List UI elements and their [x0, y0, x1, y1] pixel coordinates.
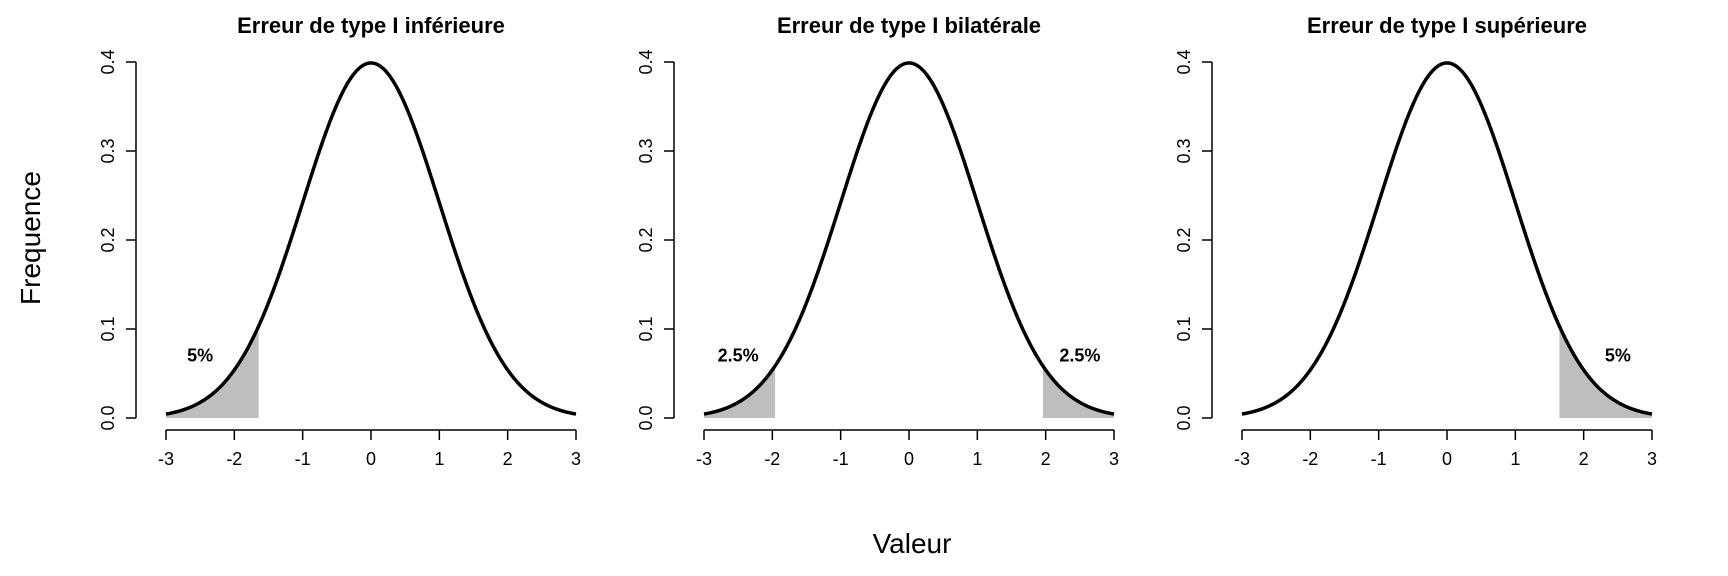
x-tick-label: -3 — [696, 449, 712, 469]
x-tick-label: -2 — [764, 449, 780, 469]
panel-title: Erreur de type I inférieure — [237, 13, 505, 38]
panel-1: Erreur de type I inférieure -3 -2 -1 0 1 2 3 0.0… — [98, 13, 581, 469]
density-curve — [165, 61, 577, 416]
shaded-region-1 — [704, 365, 776, 418]
y-tick-label: 0.1 — [636, 316, 656, 341]
shaded-region-2 — [1042, 365, 1114, 418]
x-tick-label: 3 — [1109, 449, 1119, 469]
x-tick-label: 1 — [972, 449, 982, 469]
x-axis-label: Valeur — [873, 528, 952, 559]
y-tick-label: 0.3 — [98, 138, 118, 163]
x-tick-label: 2 — [1041, 449, 1051, 469]
y-tick-label: 0.0 — [1174, 405, 1194, 430]
density-curve — [1241, 61, 1653, 416]
y-tick-label: 0.3 — [636, 138, 656, 163]
y-axis-label: Frequence — [15, 171, 46, 305]
x-tick-label: 2 — [1579, 449, 1589, 469]
y-tick-label: 0.4 — [98, 49, 118, 74]
y-tick-label: 0.0 — [636, 405, 656, 430]
x-tick-label: 2 — [503, 449, 513, 469]
x-tick-label: -3 — [158, 449, 174, 469]
y-tick-label: 0.2 — [98, 227, 118, 252]
y-tick-label: 0.4 — [636, 49, 656, 74]
annotation-label: 2.5% — [718, 346, 759, 366]
x-tick-label: 3 — [571, 449, 581, 469]
y-tick-label: 0.1 — [98, 316, 118, 341]
shaded-region-1 — [1559, 326, 1652, 418]
panel-title: Erreur de type I bilatérale — [777, 13, 1041, 38]
x-tick-label: -1 — [295, 449, 311, 469]
x-tick-label: -2 — [226, 449, 242, 469]
x-tick-label: 1 — [1510, 449, 1520, 469]
annotation-label: 2.5% — [1059, 346, 1100, 366]
x-tick-label: -3 — [1234, 449, 1250, 469]
x-tick-label: 0 — [904, 449, 914, 469]
shaded-region-1 — [166, 326, 259, 418]
annotation-label: 5% — [187, 346, 213, 366]
x-tick-label: 1 — [434, 449, 444, 469]
x-tick-label: 0 — [366, 449, 376, 469]
x-tick-label: -1 — [833, 449, 849, 469]
y-tick-label: 0.1 — [1174, 316, 1194, 341]
annotation-label: 5% — [1605, 346, 1631, 366]
x-tick-label: -2 — [1302, 449, 1318, 469]
y-tick-label: 0.2 — [1174, 227, 1194, 252]
y-tick-label: 0.0 — [98, 405, 118, 430]
panel-3: Erreur de type I supérieure -3 -2 -1 0 1 2 3 0.0… — [1174, 13, 1657, 469]
y-tick-label: 0.4 — [1174, 49, 1194, 74]
panel-title: Erreur de type I supérieure — [1307, 13, 1587, 38]
x-tick-label: -1 — [1371, 449, 1387, 469]
x-tick-label: 3 — [1647, 449, 1657, 469]
y-tick-label: 0.2 — [636, 227, 656, 252]
x-tick-label: 0 — [1442, 449, 1452, 469]
panel-2: Erreur de type I bilatérale -3 -2 -1 0 1 2 3 0.0… — [636, 13, 1119, 469]
y-tick-label: 0.3 — [1174, 138, 1194, 163]
density-curve — [703, 61, 1115, 416]
